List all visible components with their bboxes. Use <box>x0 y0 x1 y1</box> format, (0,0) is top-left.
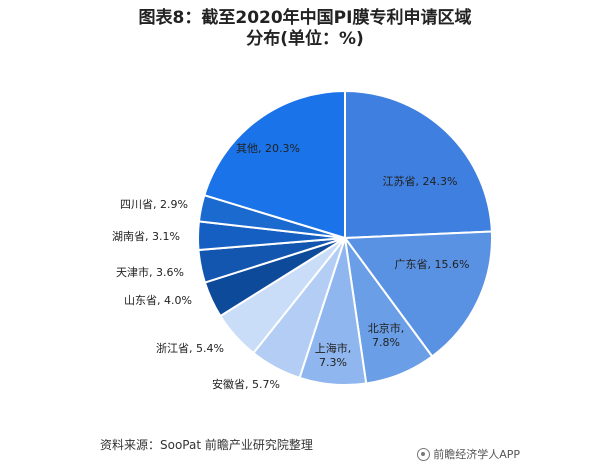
data-label-7: 山东省, 4.0% <box>124 294 192 307</box>
pie-slice-2 <box>343 230 493 358</box>
watermark-text: 前瞻经济学人APP <box>433 448 520 461</box>
data-label-9: 湖南省, 3.1% <box>112 230 180 243</box>
source-note: 资料来源：SooPat 前瞻产业研究院整理 <box>100 438 313 452</box>
chart-title: 图表8：截至2020年中国PI膜专利申请区域分布(单位：%) <box>138 8 472 49</box>
pie-slices <box>197 89 493 386</box>
pie-labels: 江苏省, 24.3% 广东省, 15.6% 北京市, 7.8% 上海市, 7.3% 安徽省,… <box>112 142 469 391</box>
watermark: 前瞻经济学人APP <box>417 446 520 462</box>
data-label-8: 天津市, 3.6% <box>116 265 184 279</box>
data-label-11: 其他, 20.3% <box>236 142 300 155</box>
data-label-6: 浙江省, 5.4% <box>156 342 224 355</box>
watermark-logo-icon <box>417 447 431 461</box>
pie-slice-11 <box>203 89 346 240</box>
data-label-10: 四川省, 2.9% <box>120 198 188 211</box>
data-label-1: 江苏省, 24.3% <box>383 175 458 188</box>
data-label-4: 上海市, 7.3% <box>315 341 352 369</box>
data-label-2: 广东省, 15.6% <box>395 258 470 271</box>
data-label-3: 北京市, 7.8% <box>368 321 405 349</box>
pie-slice-1 <box>344 89 493 240</box>
data-label-5: 安徽省, 5.7% <box>212 377 280 391</box>
